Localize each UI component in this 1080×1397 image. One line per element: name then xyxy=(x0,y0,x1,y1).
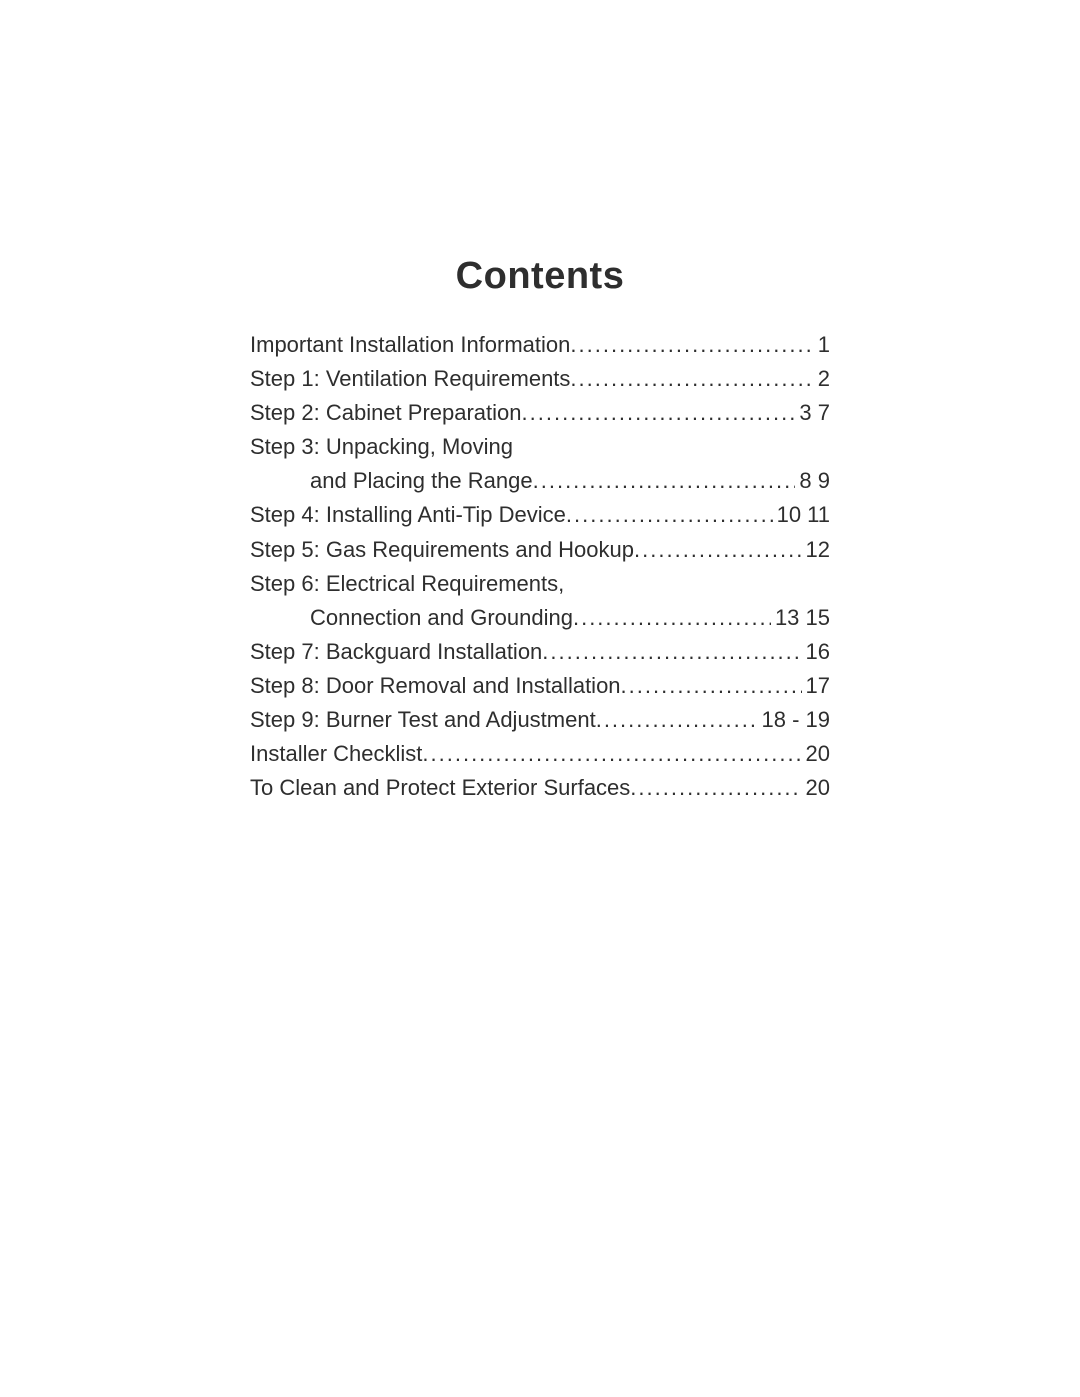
toc-entry: and Placing the Range 8 9 xyxy=(250,464,830,498)
toc-entry-label: Step 1: Ventilation Requirements xyxy=(250,362,570,396)
toc-entry-label: Step 3: Unpacking, Moving xyxy=(250,430,513,464)
toc-entry-page: 13 15 xyxy=(771,601,830,635)
toc-entry-label: Installer Checklist xyxy=(250,737,422,771)
toc-entry-label: Connection and Grounding xyxy=(250,601,573,635)
toc-entry-label: Important Installation Information xyxy=(250,328,570,362)
toc-entry-label: Step 6: Electrical Requirements, xyxy=(250,567,564,601)
toc-entry-page: 12 xyxy=(802,533,830,567)
toc-entry-label: Step 8: Door Removal and Installation xyxy=(250,669,621,703)
toc-entry-page: 17 xyxy=(802,669,830,703)
toc-leader-dots xyxy=(621,669,802,703)
page: Contents Important Installation Informat… xyxy=(0,0,1080,1397)
toc-leader-dots xyxy=(542,635,801,669)
toc-entry-page: 20 xyxy=(802,771,830,805)
toc-leader-dots xyxy=(596,703,758,737)
toc-entry: To Clean and Protect Exterior Surfaces 20 xyxy=(250,771,830,805)
toc-entry: Important Installation Information 1 xyxy=(250,328,830,362)
toc-leader-dots xyxy=(422,737,801,771)
toc-entry: Connection and Grounding 13 15 xyxy=(250,601,830,635)
toc-entry-label: Step 4: Installing Anti-Tip Device xyxy=(250,498,566,532)
toc-leader-dots xyxy=(533,464,796,498)
toc-leader-dots xyxy=(573,601,771,635)
toc-leader-dots xyxy=(522,396,796,430)
toc-entry-label: and Placing the Range xyxy=(250,464,533,498)
toc-entry-page: 20 xyxy=(802,737,830,771)
toc-entry: Step 5: Gas Requirements and Hookup 12 xyxy=(250,533,830,567)
toc-entry-page: 18 - 19 xyxy=(758,703,831,737)
toc-entry: Step 9: Burner Test and Adjustment 18 - 1… xyxy=(250,703,830,737)
toc-entry-page: 16 xyxy=(802,635,830,669)
toc-entry: Step 1: Ventilation Requirements 2 xyxy=(250,362,830,396)
toc-entry: Step 2: Cabinet Preparation 3 7 xyxy=(250,396,830,430)
toc-entry-label: Step 5: Gas Requirements and Hookup xyxy=(250,533,634,567)
toc-entry: Step 7: Backguard Installation 16 xyxy=(250,635,830,669)
toc-entry: Step 3: Unpacking, Moving xyxy=(250,430,830,464)
toc-entry-page: 10 11 xyxy=(773,498,830,532)
toc-leader-dots xyxy=(634,533,802,567)
toc-leader-dots xyxy=(570,328,813,362)
toc-entry-page: 2 xyxy=(814,362,830,396)
table-of-contents: Important Installation Information1Step … xyxy=(250,328,830,805)
contents-title: Contents xyxy=(0,255,1080,298)
toc-leader-dots xyxy=(570,362,813,396)
toc-entry-label: Step 7: Backguard Installation xyxy=(250,635,542,669)
toc-leader-dots xyxy=(566,498,773,532)
toc-entry-label: Step 9: Burner Test and Adjustment xyxy=(250,703,596,737)
toc-entry-label: Step 2: Cabinet Preparation xyxy=(250,396,522,430)
toc-entry: Installer Checklist 20 xyxy=(250,737,830,771)
toc-entry-page: 1 xyxy=(814,328,830,362)
toc-entry: Step 8: Door Removal and Installation 17 xyxy=(250,669,830,703)
toc-entry: Step 4: Installing Anti-Tip Device 10 11 xyxy=(250,498,830,532)
toc-entry-label: To Clean and Protect Exterior Surfaces xyxy=(250,771,630,805)
toc-entry: Step 6: Electrical Requirements, xyxy=(250,567,830,601)
toc-entry-page: 8 9 xyxy=(795,464,830,498)
toc-leader-dots xyxy=(630,771,801,805)
toc-entry-page: 3 7 xyxy=(795,396,830,430)
